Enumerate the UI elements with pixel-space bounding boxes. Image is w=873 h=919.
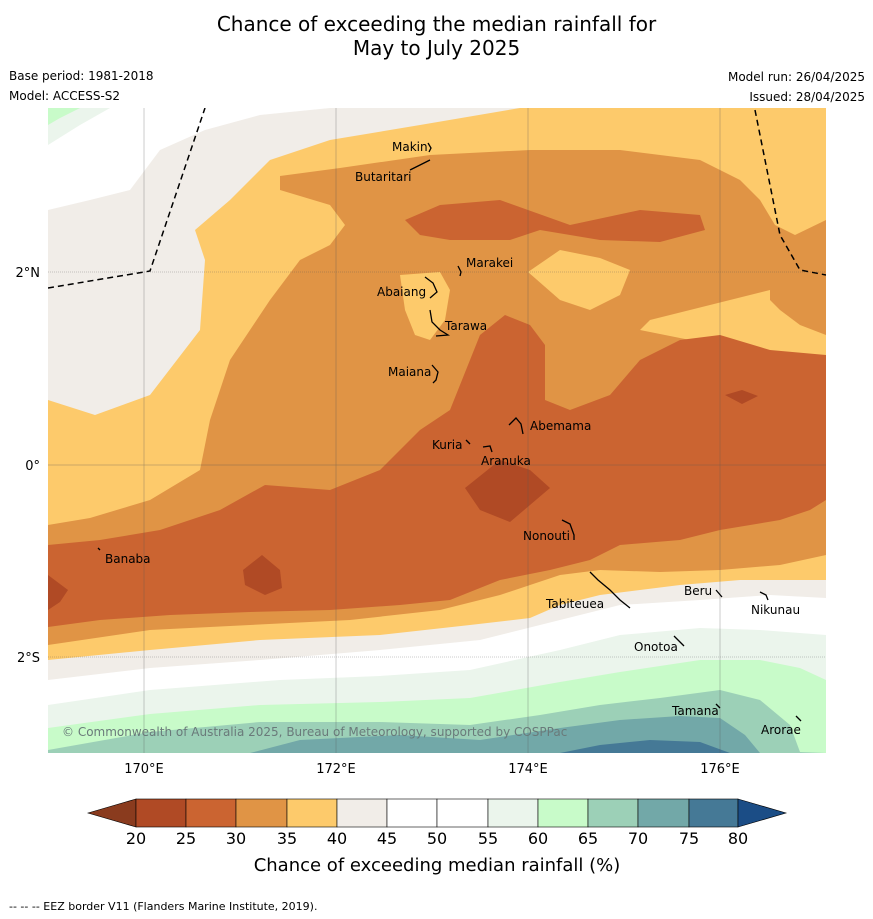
- tick-20: 20: [126, 829, 146, 848]
- lon-label-170: 170°E: [124, 762, 164, 777]
- colorbar-ticks: 20 25 30 35 40 45 50 55 60 65 70 75 80: [126, 829, 748, 848]
- label-makin: Makin: [392, 140, 428, 154]
- colorbar-70-75: [637, 798, 690, 828]
- west-contour-20-25: [243, 555, 282, 595]
- nw-contour-60-65: [48, 108, 80, 125]
- lat-label-2s: 2°S: [17, 651, 40, 666]
- tick-25: 25: [176, 829, 196, 848]
- colorbar-65-70: [587, 798, 639, 828]
- label-abemama: Abemama: [530, 419, 591, 433]
- label-abaiang: Abaiang: [377, 285, 426, 299]
- contour-25-30: [48, 315, 826, 627]
- nw-contour-55-60: [48, 108, 110, 145]
- islands: [97, 142, 802, 722]
- tick-45: 45: [377, 829, 397, 848]
- colorbar-below-20: [86, 798, 137, 828]
- model-run: Model run: 26/04/2025: [727, 70, 865, 84]
- colorbar-45-50: [386, 798, 438, 828]
- label-tabiteuea: Tabiteuea: [545, 597, 604, 611]
- colorbar-55-60: [487, 798, 539, 828]
- label-tarawa: Tarawa: [444, 319, 487, 333]
- meta-right: Model run: 26/04/2025 Issued: 28/04/2025: [728, 70, 865, 110]
- colorbar-35-40: [286, 798, 338, 828]
- issued-date: Issued: 28/04/2025: [749, 90, 865, 104]
- title-line-2: May to July 2025: [352, 36, 521, 60]
- eez-footnote: -- -- -- EEZ border V11 (Flanders Marine…: [9, 900, 318, 913]
- colorbar-40-45: [336, 798, 388, 828]
- axis-labels: 2°N 0° 2°S 170°E 172°E 174°E 176°E: [16, 266, 740, 777]
- colorbar-50-55: [436, 798, 489, 828]
- tick-30: 30: [226, 829, 246, 848]
- label-maiana: Maiana: [388, 365, 431, 379]
- title-line-1: Chance of exceeding the median rainfall …: [216, 12, 657, 36]
- eez-border: [48, 108, 826, 289]
- label-nonouti: Nonouti: [523, 529, 570, 543]
- colorbar-above-80: [737, 798, 788, 828]
- central-contour-20-25: [465, 460, 550, 522]
- tick-75: 75: [679, 829, 699, 848]
- base-period: Base period: 1981-2018: [9, 69, 154, 83]
- tick-65: 65: [578, 829, 598, 848]
- place-labels: Makin Butaritari Marakei Abaiang Tarawa …: [105, 140, 801, 737]
- edge-contour-20-25: [48, 575, 68, 610]
- colorbar-60-65: [537, 798, 589, 828]
- label-onotoa: Onotoa: [634, 640, 678, 654]
- west-contour-40-45: [48, 270, 200, 415]
- tick-80: 80: [728, 829, 748, 848]
- colorbar-75-80: [688, 798, 739, 828]
- lon-label-176: 176°E: [700, 762, 740, 777]
- label-butaritari: Butaritari: [355, 170, 412, 184]
- rainfall-contours: [48, 108, 826, 753]
- label-kuria: Kuria: [432, 438, 463, 452]
- tick-50: 50: [427, 829, 447, 848]
- label-beru: Beru: [684, 584, 712, 598]
- label-aranuka: Aranuka: [481, 454, 531, 468]
- colorbar-30-35: [235, 798, 288, 828]
- model-name: Model: ACCESS-S2: [9, 89, 121, 103]
- east-contour-35-40: [528, 250, 630, 310]
- label-marakei: Marakei: [466, 256, 513, 270]
- meta-left: Base period: 1981-2018 Model: ACCESS-S2: [9, 69, 154, 109]
- label-arorae: Arorae: [761, 723, 801, 737]
- graticule: [48, 108, 826, 753]
- colorbar-20-25: [135, 798, 187, 828]
- colorbar-label: Chance of exceeding median rainfall (%): [254, 855, 621, 876]
- south-contour-75-80: [560, 740, 730, 753]
- colorbar: [86, 798, 788, 828]
- colorbar-25-30: [185, 798, 237, 828]
- copyright-text: © Commonwealth of Australia 2025, Bureau…: [62, 725, 567, 739]
- tick-35: 35: [277, 829, 297, 848]
- label-nikunau: Nikunau: [751, 603, 800, 617]
- lat-label-0: 0°: [25, 459, 40, 474]
- north-contour-25-30: [405, 200, 705, 242]
- lat-label-2n: 2°N: [16, 266, 41, 281]
- tick-55: 55: [478, 829, 498, 848]
- map-title: Chance of exceeding the median rainfall …: [0, 12, 873, 60]
- abaiang-contour-35-40: [400, 272, 450, 340]
- tick-70: 70: [628, 829, 648, 848]
- label-banaba: Banaba: [105, 552, 151, 566]
- label-tamana: Tamana: [671, 704, 719, 718]
- lon-label-174: 174°E: [508, 762, 548, 777]
- east-contour-20-25: [725, 390, 758, 404]
- tick-40: 40: [327, 829, 347, 848]
- lon-label-172: 172°E: [316, 762, 356, 777]
- tick-60: 60: [528, 829, 548, 848]
